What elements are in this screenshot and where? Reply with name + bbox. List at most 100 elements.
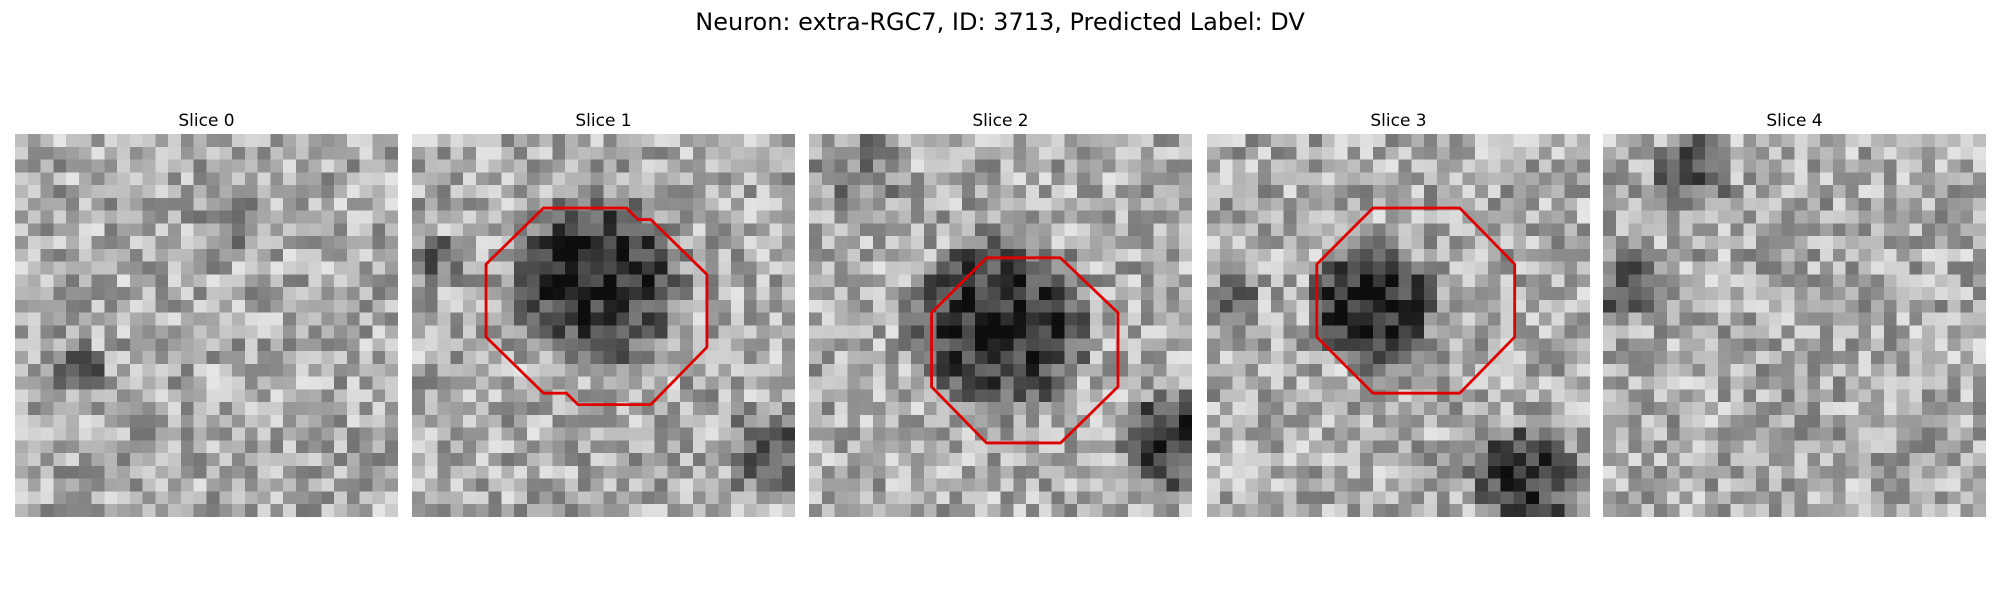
pixel <box>898 414 912 428</box>
pixel <box>1743 248 1757 262</box>
pixel <box>257 248 271 262</box>
pixel <box>1896 172 1910 186</box>
pixel <box>577 223 591 237</box>
pixel <box>1283 223 1297 237</box>
pixel <box>1603 338 1616 352</box>
pixel <box>385 453 398 466</box>
pixel <box>1692 210 1706 224</box>
pixel <box>1321 338 1335 352</box>
pixel <box>129 363 143 377</box>
pixel <box>1051 146 1065 160</box>
pixel <box>437 338 451 352</box>
pixel <box>270 478 284 492</box>
pixel <box>1449 287 1463 300</box>
pixel <box>1245 491 1259 505</box>
pixel <box>117 351 130 364</box>
pixel <box>1973 325 1986 339</box>
pixel <box>936 210 950 224</box>
pixel <box>1077 402 1090 415</box>
pixel <box>603 478 617 492</box>
pixel <box>821 465 835 479</box>
pixel <box>1140 440 1154 454</box>
pixel <box>641 274 655 288</box>
pixel <box>270 414 284 428</box>
pixel <box>244 261 258 275</box>
pixel <box>1628 261 1642 275</box>
pixel <box>974 478 988 492</box>
pixel <box>1140 197 1154 211</box>
pixel <box>1756 389 1769 403</box>
pixel <box>654 299 668 313</box>
pixel <box>321 389 335 403</box>
pixel <box>1089 338 1103 352</box>
pixel <box>1115 440 1129 454</box>
pixel <box>743 414 757 428</box>
pixel <box>949 453 963 466</box>
pixel <box>1883 185 1897 198</box>
pixel <box>1296 478 1310 492</box>
pixel <box>129 197 143 211</box>
pixel <box>552 325 566 339</box>
pixel <box>53 223 67 237</box>
pixel <box>1794 325 1808 339</box>
pixel <box>1603 351 1616 364</box>
pixel <box>949 465 963 479</box>
pixel <box>565 376 578 390</box>
pixel <box>308 440 322 454</box>
pixel <box>1475 248 1488 262</box>
pixel <box>872 376 886 390</box>
pixel <box>1922 261 1935 275</box>
pixel <box>244 478 258 492</box>
pixel <box>898 248 912 262</box>
pixel <box>641 376 655 390</box>
pixel <box>552 465 566 479</box>
pixel <box>53 376 67 390</box>
pixel <box>629 185 642 198</box>
pixel <box>155 210 169 224</box>
pixel <box>743 376 757 390</box>
pixel <box>1692 261 1706 275</box>
pixel <box>809 274 822 288</box>
pixel <box>1296 491 1310 505</box>
contour <box>484 206 709 407</box>
pixel <box>424 338 438 352</box>
pixel <box>257 402 271 415</box>
pixel <box>1551 389 1565 403</box>
pixel <box>91 440 105 454</box>
pixel <box>53 427 67 441</box>
pixel <box>1820 312 1833 326</box>
pixel <box>1538 248 1552 262</box>
pixel <box>1360 248 1373 262</box>
pixel <box>1730 478 1744 492</box>
pixel <box>782 172 795 186</box>
pixel <box>860 351 873 364</box>
pixel <box>437 274 451 288</box>
pixel <box>1487 453 1501 466</box>
pixel <box>129 287 143 300</box>
pixel <box>1102 453 1116 466</box>
pixel <box>1692 402 1706 415</box>
pixel <box>1794 351 1808 364</box>
pixel <box>1411 210 1425 224</box>
pixel <box>1500 389 1514 403</box>
pixel <box>1832 376 1846 390</box>
pixel <box>1347 478 1361 492</box>
pixel <box>424 210 438 224</box>
pixel <box>257 134 271 147</box>
pixel <box>1013 210 1027 224</box>
pixel <box>1372 440 1386 454</box>
pixel <box>923 223 937 237</box>
pixel <box>1526 185 1539 198</box>
pixel <box>1883 453 1897 466</box>
pixel <box>987 312 1001 326</box>
pixel <box>1153 351 1167 364</box>
pixel <box>1807 159 1821 173</box>
pixel <box>1743 465 1757 479</box>
pixel <box>641 248 655 262</box>
pixel <box>1641 363 1655 377</box>
panel: Slice 1 <box>412 108 795 517</box>
pixel <box>1538 312 1552 326</box>
pixel <box>809 197 822 211</box>
pixel <box>424 414 438 428</box>
pixel <box>603 453 617 466</box>
